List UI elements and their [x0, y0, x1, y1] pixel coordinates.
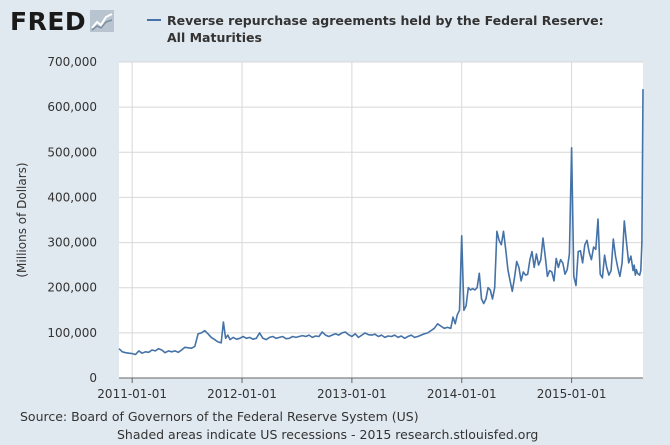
chart-trend-icon	[90, 10, 115, 32]
y-axis-label: (Millions of Dollars)	[15, 162, 29, 277]
legend-swatch	[147, 19, 161, 21]
x-tick-label: 2012-01-01	[207, 387, 277, 401]
chart-subtitle: All Maturities	[167, 30, 262, 45]
y-tick-label: 500,000	[47, 145, 97, 159]
chart-title: Reverse repurchase agreements held by th…	[167, 13, 604, 28]
y-tick-label: 200,000	[47, 281, 97, 295]
y-tick-label: 700,000	[47, 55, 97, 69]
y-tick-label: 0	[89, 371, 97, 385]
y-tick-label: 100,000	[47, 326, 97, 340]
y-tick-label: 600,000	[47, 100, 97, 114]
y-tick-label: 400,000	[47, 190, 97, 204]
plot-area	[119, 62, 643, 378]
series-line	[118, 89, 644, 356]
fred-logo[interactable]: FRED	[10, 6, 115, 36]
x-tick-label: 2011-01-01	[97, 387, 167, 401]
source-note: Source: Board of Governors of the Federa…	[20, 409, 419, 424]
x-tick-label: 2014-01-01	[427, 387, 497, 401]
y-tick-label: 300,000	[47, 236, 97, 250]
recession-note: Shaded areas indicate US recessions - 20…	[117, 427, 539, 442]
chart-legend: Reverse repurchase agreements held by th…	[147, 12, 647, 46]
x-tick-label: 2013-01-01	[317, 387, 387, 401]
x-tick-label: 2015-01-01	[537, 387, 607, 401]
logo-text: FRED	[10, 6, 87, 36]
